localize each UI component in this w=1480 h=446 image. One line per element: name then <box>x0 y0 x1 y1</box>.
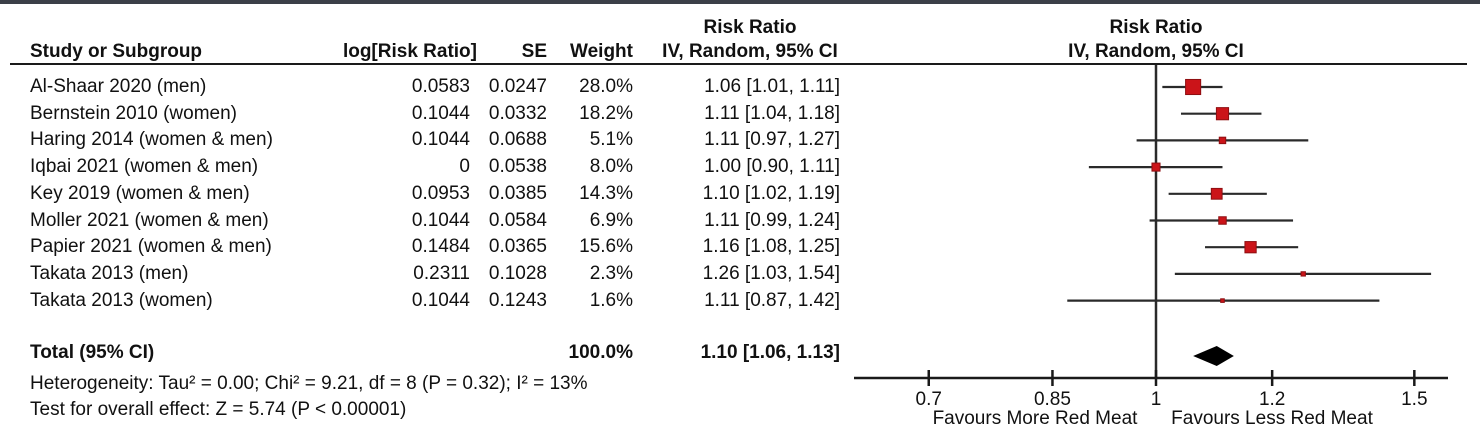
log-risk-ratio-value: 0.0953 <box>411 182 470 204</box>
plot-header-model: IV, Random, 95% CI <box>1068 41 1244 62</box>
log-risk-ratio-value: 0.1044 <box>411 289 470 311</box>
header-underline <box>10 63 1467 65</box>
log-risk-ratio-value: 0.2311 <box>413 262 470 284</box>
col-header-log-risk-ratio: log[Risk Ratio] <box>342 41 477 62</box>
study-name: Takata 2013 (women) <box>30 289 213 311</box>
figure-top-border <box>0 0 1480 4</box>
effect-marker <box>1220 298 1225 303</box>
effect-marker <box>1300 271 1306 277</box>
weight-value: 14.3% <box>579 182 633 204</box>
se-value: 0.0332 <box>488 102 547 124</box>
overall-effect-note: Test for overall effect: Z = 5.74 (P < 0… <box>30 399 407 420</box>
weight-value: 8.0% <box>589 156 633 178</box>
total-label: Total (95% CI) <box>30 342 155 363</box>
se-value: 0.0385 <box>488 182 547 204</box>
study-name: Iqbai 2021 (women & men) <box>30 156 259 178</box>
log-risk-ratio-value: 0.1044 <box>411 209 470 231</box>
total-weight: 100.0% <box>568 342 633 363</box>
favours-right-label: Favours Less Red Meat <box>1171 408 1373 429</box>
risk-ratio-ci-text: 1.11 [0.97, 1.27] <box>704 129 840 151</box>
total-ci: 1.10 [1.06, 1.13] <box>700 342 840 363</box>
se-value: 0.0584 <box>488 209 547 231</box>
axis-tick-label: 1.2 <box>1258 389 1286 410</box>
weight-value: 1.6% <box>589 289 633 311</box>
col-header-study: Study or Subgroup <box>30 41 203 62</box>
se-value: 0.0688 <box>488 129 547 151</box>
effect-marker <box>1210 187 1223 200</box>
weight-value: 5.1% <box>589 129 633 151</box>
col-header-effect-title: Risk Ratio <box>703 17 797 38</box>
se-value: 0.0538 <box>488 156 547 178</box>
se-value: 0.1243 <box>488 289 547 311</box>
risk-ratio-ci-text: 1.00 [0.90, 1.11] <box>704 156 840 178</box>
effect-marker <box>1151 162 1161 172</box>
study-name: Haring 2014 (women & men) <box>30 129 273 151</box>
risk-ratio-ci-text: 1.06 [1.01, 1.11] <box>704 76 840 97</box>
total-diamond <box>1193 346 1234 366</box>
weight-value: 15.6% <box>579 236 633 258</box>
favours-left-label: Favours More Red Meat <box>932 408 1138 429</box>
se-value: 0.0365 <box>488 236 547 258</box>
log-risk-ratio-value: 0.0583 <box>411 76 470 97</box>
col-header-effect-model: IV, Random, 95% CI <box>662 41 838 62</box>
weight-value: 18.2% <box>579 102 633 124</box>
axis-tick-label: 1.5 <box>1401 389 1428 410</box>
weight-value: 6.9% <box>589 209 633 231</box>
effect-marker <box>1215 107 1230 121</box>
axis-tick-label: 0.85 <box>1033 389 1071 410</box>
col-header-weight: Weight <box>570 41 633 62</box>
col-header-se: SE <box>521 41 547 62</box>
plot-header-title: Risk Ratio <box>1109 17 1203 38</box>
risk-ratio-ci-text: 1.11 [0.99, 1.24] <box>704 209 840 231</box>
study-name: Al-Shaar 2020 (men) <box>30 76 207 97</box>
se-value: 0.0247 <box>488 76 547 97</box>
risk-ratio-ci-text: 1.16 [1.08, 1.25] <box>702 236 840 258</box>
study-name: Bernstein 2010 (women) <box>30 102 237 124</box>
effect-marker <box>1244 241 1257 254</box>
effect-marker <box>1218 136 1227 145</box>
risk-ratio-ci-text: 1.10 [1.02, 1.19] <box>702 182 840 204</box>
study-name: Key 2019 (women & men) <box>30 182 250 204</box>
study-name: Takata 2013 (men) <box>30 262 189 284</box>
heterogeneity-note: Heterogeneity: Tau² = 0.00; Chi² = 9.21,… <box>30 373 588 394</box>
log-risk-ratio-value: 0.1044 <box>411 102 470 124</box>
axis-tick-label: 1 <box>1150 389 1162 410</box>
axis-tick-label: 0.7 <box>915 389 942 410</box>
effect-marker <box>1185 78 1202 96</box>
effect-marker <box>1218 216 1227 225</box>
study-name: Moller 2021 (women & men) <box>30 209 269 231</box>
log-risk-ratio-value: 0 <box>459 156 470 178</box>
weight-value: 2.3% <box>589 262 633 284</box>
risk-ratio-ci-text: 1.26 [1.03, 1.54] <box>702 262 840 284</box>
log-risk-ratio-value: 0.1044 <box>411 129 470 151</box>
weight-value: 28.0% <box>579 76 633 97</box>
se-value: 0.1028 <box>488 262 547 284</box>
risk-ratio-ci-text: 1.11 [0.87, 1.42] <box>704 289 840 311</box>
log-risk-ratio-value: 0.1484 <box>411 236 470 258</box>
risk-ratio-ci-text: 1.11 [1.04, 1.18] <box>704 102 840 124</box>
study-name: Papier 2021 (women & men) <box>30 236 272 258</box>
